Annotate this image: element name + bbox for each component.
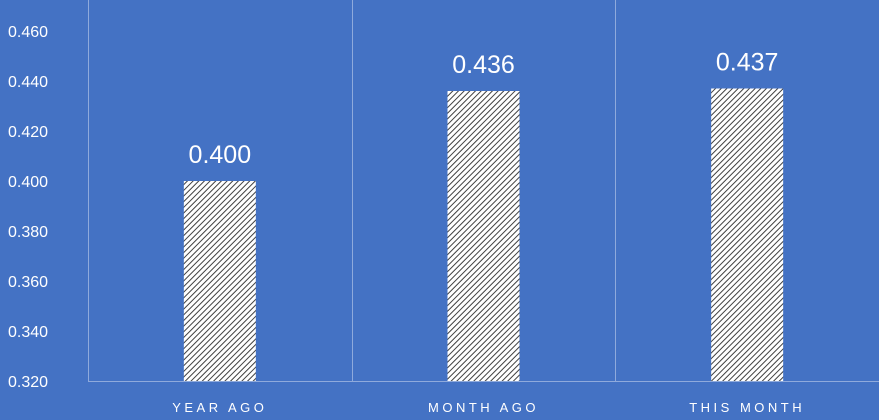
bar-value-label: 0.400 (189, 141, 252, 169)
y-tick-label: 0.440 (8, 74, 48, 91)
y-tick-label: 0.320 (8, 374, 48, 391)
bar-value-label: 0.437 (716, 49, 779, 77)
axes: 0.320 0.340 0.360 0.380 0.400 0.420 0.440 0.460 (8, 24, 879, 391)
y-tick-label: 0.340 (8, 324, 48, 341)
bar (447, 91, 520, 381)
labels: 0.400 YEAR AGO 0.436 MONTH AGO 0.437 THIS MON… (172, 49, 805, 416)
y-tick-label: 0.420 (8, 124, 48, 141)
bar-value-label: 0.436 (452, 51, 515, 79)
gridlines (88, 0, 616, 381)
y-tick-label: 0.400 (8, 174, 48, 191)
x-category-label: THIS MONTH (689, 400, 805, 415)
bar (711, 88, 784, 381)
x-category-label: YEAR AGO (172, 400, 267, 415)
bars (183, 88, 784, 381)
y-tick-label: 0.360 (8, 274, 48, 291)
y-tick-label: 0.460 (8, 24, 48, 41)
y-tick-label: 0.380 (8, 224, 48, 241)
bar (183, 181, 256, 381)
x-category-label: MONTH AGO (428, 400, 539, 415)
